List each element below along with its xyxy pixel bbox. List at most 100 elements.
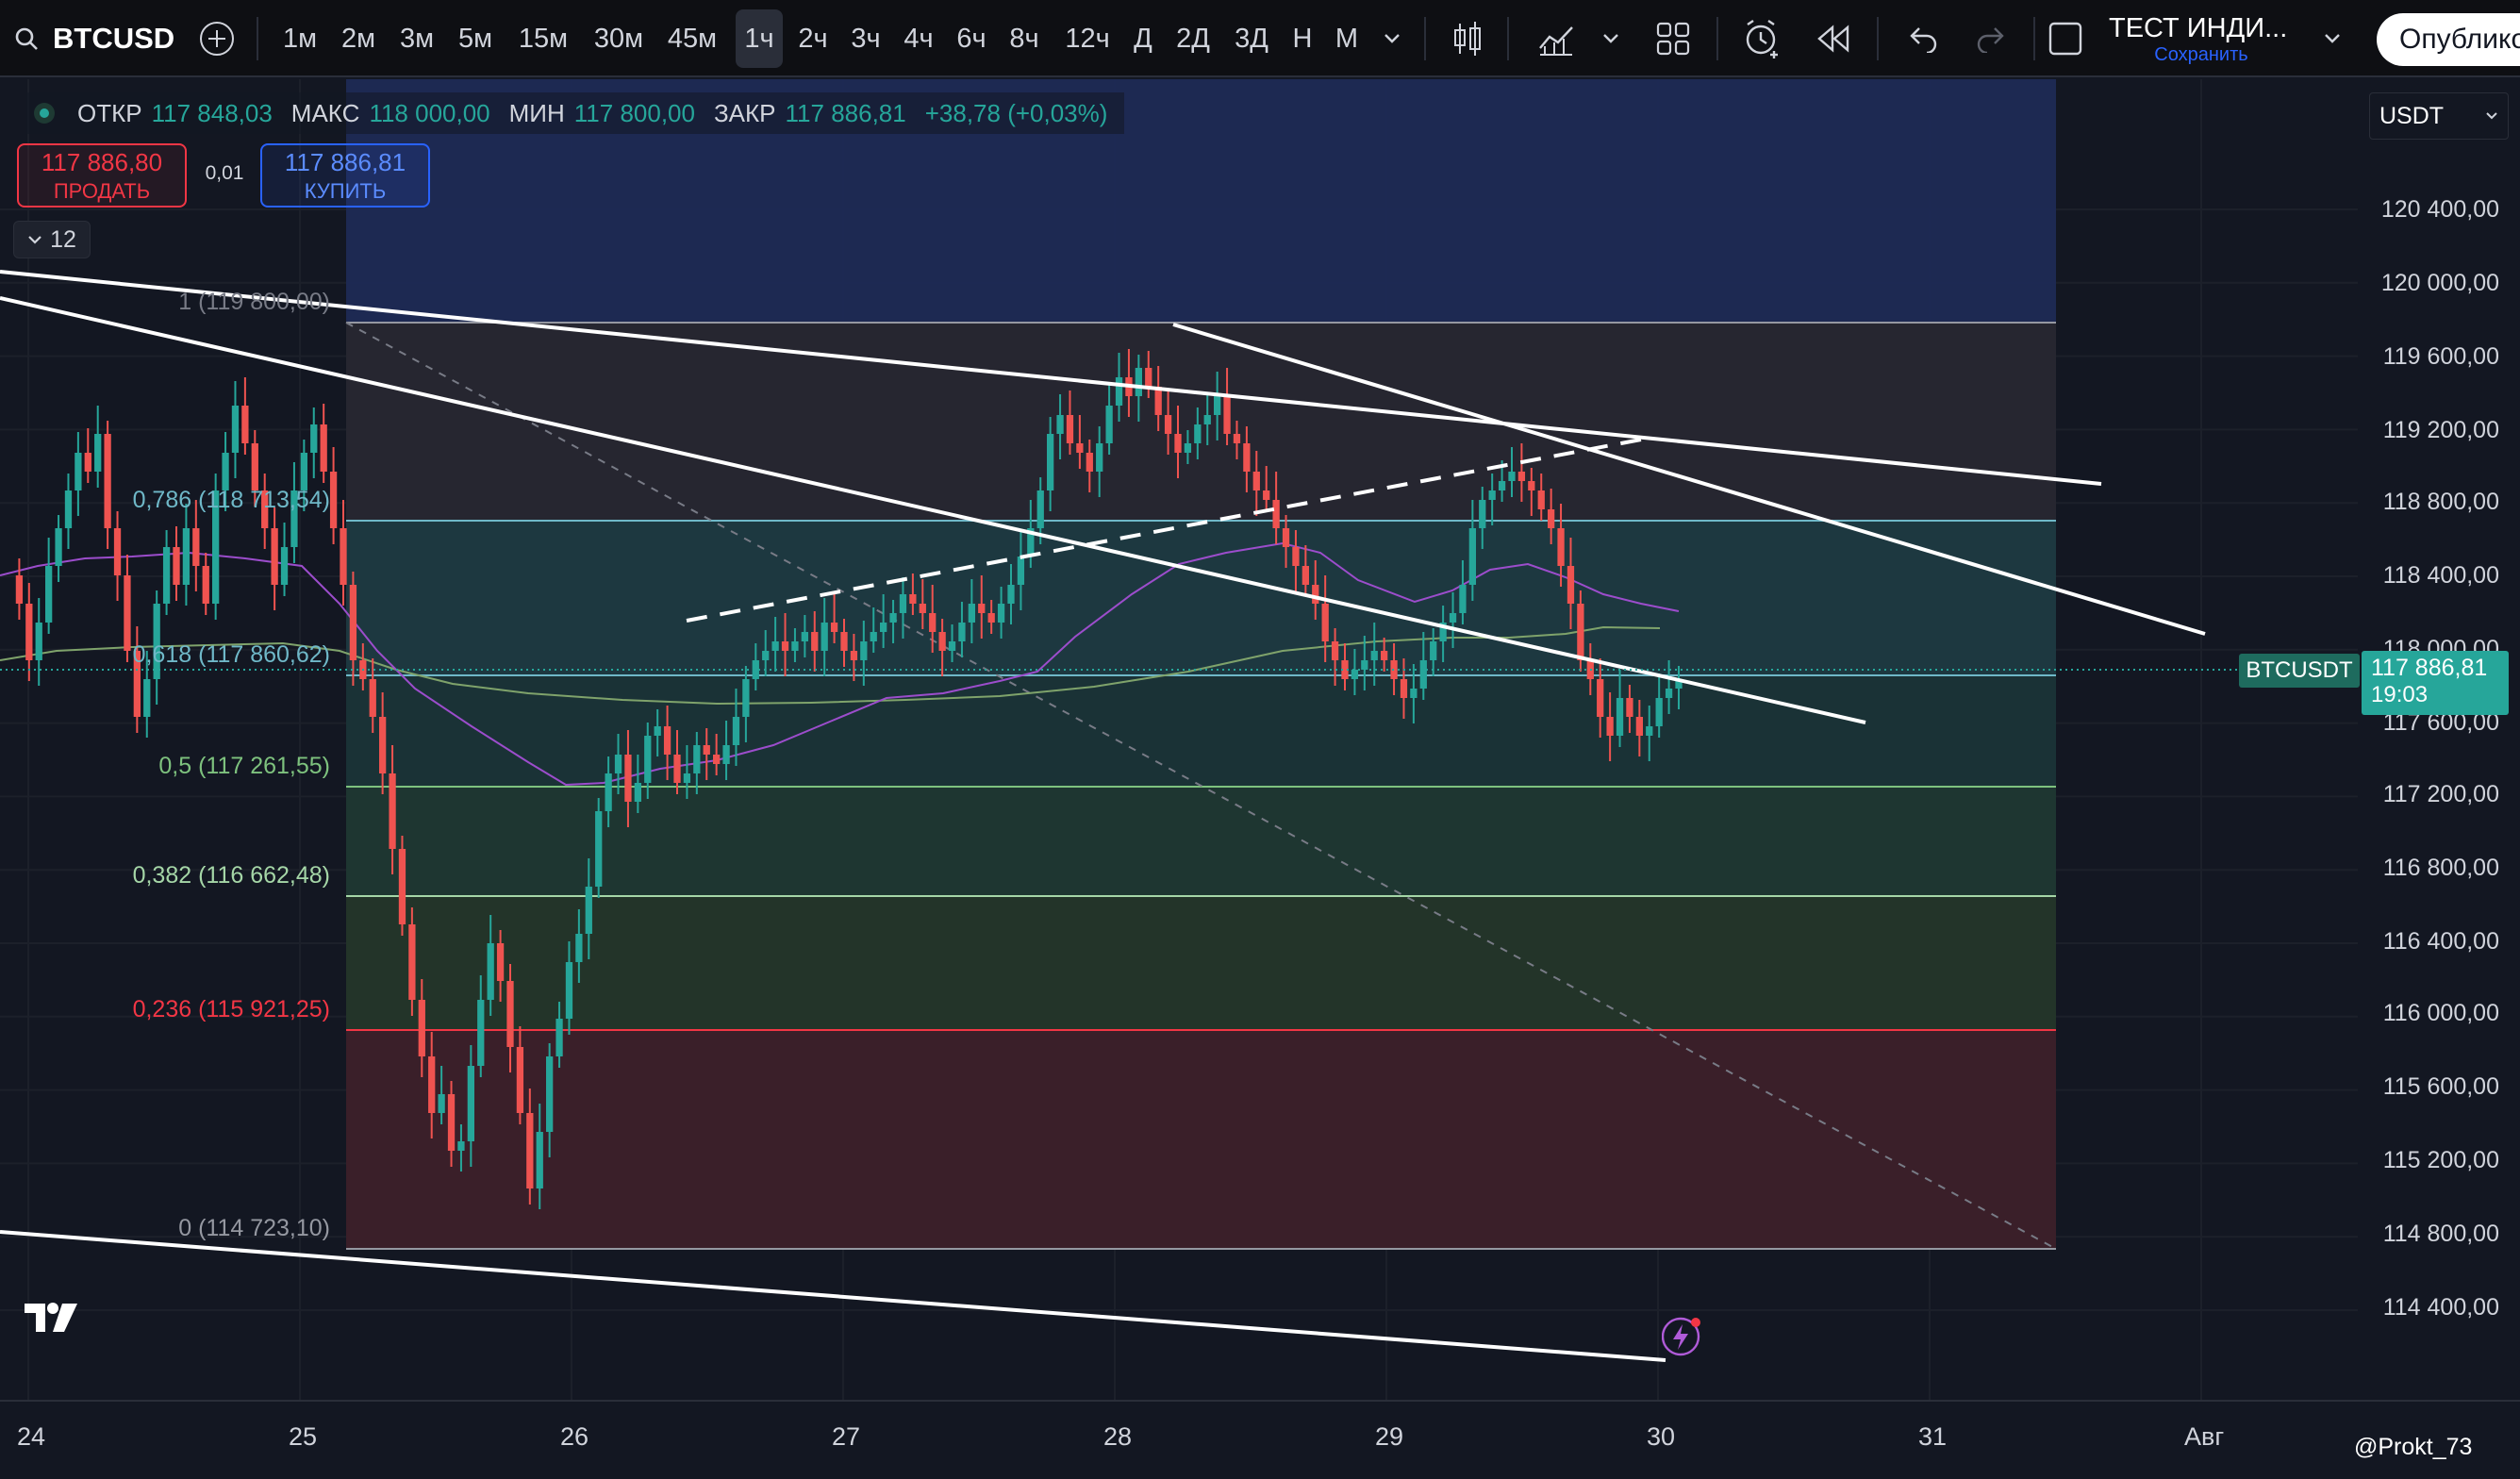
price-axis-label: 116 000,00 [2382,1000,2499,1026]
tf-3m[interactable]: 3м [399,23,435,54]
market-status-icon[interactable] [34,103,55,124]
currency-value: USDT [2379,102,2445,129]
tf-2h[interactable]: 2ч [798,23,828,54]
tf-3day[interactable]: 3Д [1235,23,1268,54]
chart-area[interactable]: 1 (119 800,00) 0,786 (118 713,54) 0,618 … [0,79,2520,1400]
close-label: ЗАКР [713,98,776,127]
tf-month[interactable]: М [1335,23,1359,54]
price-axis-label: 115 200,00 [2382,1147,2499,1173]
candle-up [595,811,603,887]
candle-down [987,613,995,623]
alert-clock-icon[interactable] [1741,0,1782,77]
buy-button[interactable]: 117 886,81 КУПИТЬ [260,143,430,208]
candle-down [349,585,357,660]
last-price-value: 117 886,81 [2371,655,2488,681]
time-axis-label: 31 [1918,1422,1948,1451]
tradingview-logo-icon[interactable] [23,1300,83,1342]
indicator-save-link[interactable]: Сохранить [2154,43,2248,65]
fib-zone-4 [346,787,2056,896]
tf-1m[interactable]: 1м [282,23,318,54]
symbol-name[interactable]: BTCUSD [53,22,175,55]
chevron-down-icon[interactable] [1598,0,1624,77]
candle-down [713,755,721,764]
tf-30m[interactable]: 30м [593,23,644,54]
candle-down [133,651,141,717]
candle-down [1154,387,1162,415]
tf-12h[interactable]: 12ч [1065,23,1110,54]
search-icon[interactable] [13,0,40,77]
candle-up [1508,472,1516,481]
tf-day[interactable]: Д [1134,23,1152,54]
candle-up [290,490,298,547]
tf-2day[interactable]: 2Д [1176,23,1210,54]
add-symbol-icon[interactable] [196,0,238,77]
candle-up [870,632,877,641]
candle-down [938,632,946,651]
candle-up [771,641,779,651]
candle-up [801,632,808,641]
sell-button[interactable]: 117 886,80 ПРОДАТЬ [17,143,187,208]
candle-down [1331,641,1339,660]
candle-up [1665,689,1673,698]
candle-up [182,528,191,585]
candle-down [1243,443,1251,472]
trend-line-dashed-channel [686,438,1642,623]
indicator-count: 12 [50,225,76,253]
layout-grid-icon[interactable] [1652,0,1694,77]
tf-6h[interactable]: 6ч [956,23,986,54]
candles-icon[interactable] [1447,0,1488,77]
candle-up [1115,377,1123,406]
candle-up [55,528,62,566]
tf-2m[interactable]: 2м [340,23,376,54]
sell-price: 117 886,80 [41,147,163,176]
tf-45m[interactable]: 45м [667,23,718,54]
chevron-down-icon[interactable] [1377,0,1407,77]
candle-down [1272,500,1280,528]
fib-label-0236: 0,236 (115 921,25) [132,996,330,1022]
indicator-name[interactable]: ТЕСТ ИНДИ... [2109,12,2288,43]
open-value: 117 848,03 [151,98,273,127]
candle-up [948,641,956,651]
replay-icon[interactable] [1813,0,1854,77]
tf-8h[interactable]: 8ч [1009,23,1039,54]
candle-up [997,604,1005,623]
price-axis-label: 116 400,00 [2382,928,2499,955]
tf-15m[interactable]: 15м [518,23,569,54]
chart-canvas[interactable] [0,79,2520,1400]
layout-square-icon[interactable] [2045,0,2086,77]
redo-icon[interactable] [1971,0,2013,77]
candle-down [1252,472,1260,490]
candle-up [575,934,583,962]
candle-down [526,1113,534,1188]
candle-down [1301,566,1309,585]
candle-down [320,424,327,472]
tf-week[interactable]: Н [1292,23,1313,54]
candle-down [329,472,338,528]
price-axis-label: 114 800,00 [2382,1221,2499,1247]
lightning-alert-icon[interactable] [1661,1316,1707,1366]
undo-icon[interactable] [1901,0,1943,77]
tf-4h[interactable]: 4ч [904,23,934,54]
collapse-indicators-button[interactable]: 12 [13,221,91,258]
indicators-icon[interactable] [1535,0,1577,77]
spread-value: 0,01 [205,162,244,184]
price-axis-label: 119 600,00 [2382,343,2499,370]
tf-5m[interactable]: 5м [457,23,493,54]
candle-up [1096,443,1103,472]
price-axis-label: 118 400,00 [2382,562,2499,589]
separator [2033,17,2035,60]
candle-up [35,623,42,660]
candle-up [1047,434,1054,490]
publish-button[interactable]: Опубликовать [2377,13,2520,66]
chevron-down-icon[interactable] [2318,0,2346,77]
time-axis[interactable]: 24 25 26 27 28 29 30 31 Авг [0,1400,2520,1479]
candle-up [1488,490,1496,500]
candle-down [261,490,269,528]
candle-down [428,1056,436,1113]
candle-up [231,406,240,453]
candle-down [25,604,33,660]
currency-select[interactable]: USDT [2369,92,2509,140]
tf-3h[interactable]: 3ч [851,23,881,54]
time-axis-label: 30 [1647,1422,1676,1451]
tf-1h-active[interactable]: 1ч [736,9,783,68]
